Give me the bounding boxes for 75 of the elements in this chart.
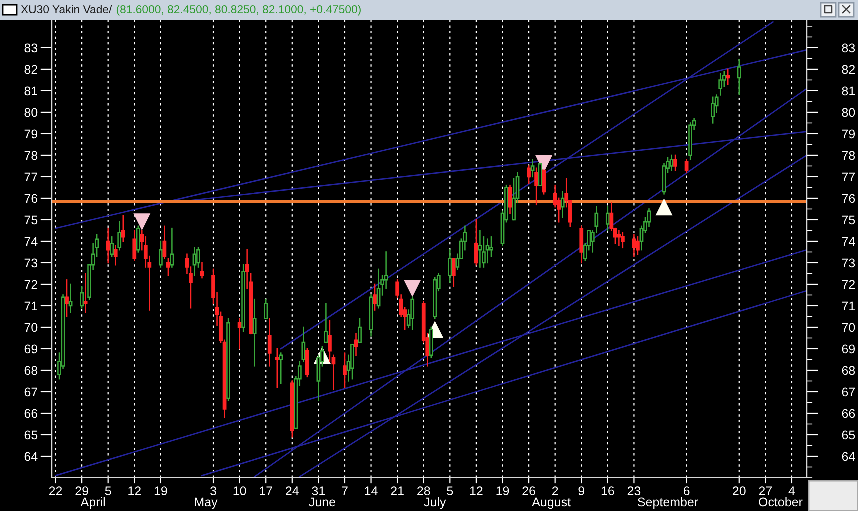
x-tick-label: 5 (105, 486, 112, 496)
y2-tick-label: 67 (842, 388, 855, 397)
x-tick-label: 19 (154, 486, 168, 496)
x-tick-label: 7 (342, 486, 348, 496)
x-tick-label: 31 (312, 486, 326, 496)
y-tick-label: 83 (24, 44, 38, 53)
x-tick-label: 6 (684, 486, 690, 496)
chart-title: XU30 Yakin Vade/ (21, 5, 112, 14)
y2-tick-label: 81 (842, 86, 856, 96)
y-tick-label: 81 (24, 86, 38, 96)
y-tick-label: 67 (24, 388, 38, 397)
y-tick-label: 82 (24, 65, 38, 74)
y-tick-label: 79 (24, 130, 38, 139)
y-tick-label: 71 (24, 302, 38, 311)
y2-tick-label: 75 (842, 216, 856, 225)
x-tick-label: 26 (522, 486, 536, 496)
x-tick-label: 21 (391, 486, 404, 496)
x2-tick-label: July (424, 497, 446, 510)
x-tick-label: 17 (260, 486, 272, 496)
y-tick-label: 64 (24, 452, 38, 462)
x2-tick-label: October (759, 497, 803, 507)
y-tick-label: 72 (24, 280, 38, 290)
x2-tick-label: April (80, 497, 105, 510)
y-tick-label: 74 (24, 237, 38, 246)
y2-tick-label: 70 (842, 323, 856, 332)
y2-tick-label: 83 (842, 44, 856, 53)
x-tick-label: 2 (552, 486, 558, 496)
x-tick-label: 5 (447, 486, 454, 496)
x-tick-label: 12 (470, 486, 483, 496)
y-tick-label: 70 (24, 323, 38, 332)
x-tick-label: 22 (49, 486, 62, 496)
x-tick-label: 19 (496, 486, 510, 496)
y-tick-label: 68 (24, 366, 38, 376)
y-tick-label: 65 (24, 430, 38, 440)
x2-tick-label: September (638, 497, 698, 510)
x-tick-label: 12 (128, 486, 141, 496)
y2-tick-label: 69 (842, 344, 856, 354)
y-tick-label: 69 (24, 344, 38, 354)
y2-tick-label: 64 (842, 452, 856, 462)
x-tick-label: 4 (788, 486, 796, 496)
x-tick-label: 23 (628, 486, 641, 496)
y2-tick-label: 74 (842, 237, 856, 246)
y2-tick-label: 66 (842, 409, 856, 418)
y2-tick-label: 72 (842, 280, 855, 290)
y2-tick-label: 76 (842, 194, 856, 204)
y-tick-label: 75 (24, 216, 38, 225)
x-tick-label: 20 (733, 486, 746, 496)
y-tick-label: 73 (24, 258, 38, 268)
x-tick-label: 3 (210, 486, 216, 496)
y2-tick-label: 65 (842, 430, 856, 440)
y2-tick-label: 80 (842, 108, 856, 118)
y-tick-label: 78 (24, 151, 38, 160)
x2-tick-label: June (309, 498, 336, 507)
x-tick-label: 9 (578, 486, 585, 496)
x-tick-label: 10 (234, 486, 246, 496)
y2-tick-label: 77 (842, 172, 855, 182)
x-tick-label: 29 (76, 486, 88, 496)
y2-tick-label: 71 (842, 302, 856, 311)
x2-tick-label: August (532, 498, 571, 510)
y2-tick-label: 78 (842, 151, 856, 160)
y-tick-label: 80 (24, 108, 38, 118)
x2-tick-label: May (195, 498, 218, 510)
y2-tick-label: 82 (842, 65, 855, 74)
chart-subtitle: (81.6000, 82.4500, 80.8250, 82.1000, +0.47500) (116, 5, 361, 16)
x-tick-label: 28 (418, 486, 430, 496)
y-tick-label: 66 (24, 409, 38, 418)
x-tick-label: 24 (286, 486, 299, 496)
y2-tick-label: 79 (842, 130, 856, 139)
x-tick-label: 16 (602, 486, 614, 496)
y2-tick-label: 73 (842, 258, 856, 268)
x-tick-label: 14 (365, 486, 378, 496)
y-tick-label: 77 (24, 172, 38, 182)
x-tick-label: 27 (759, 486, 772, 496)
y-tick-label: 76 (24, 194, 38, 204)
y2-tick-label: 68 (842, 366, 856, 376)
